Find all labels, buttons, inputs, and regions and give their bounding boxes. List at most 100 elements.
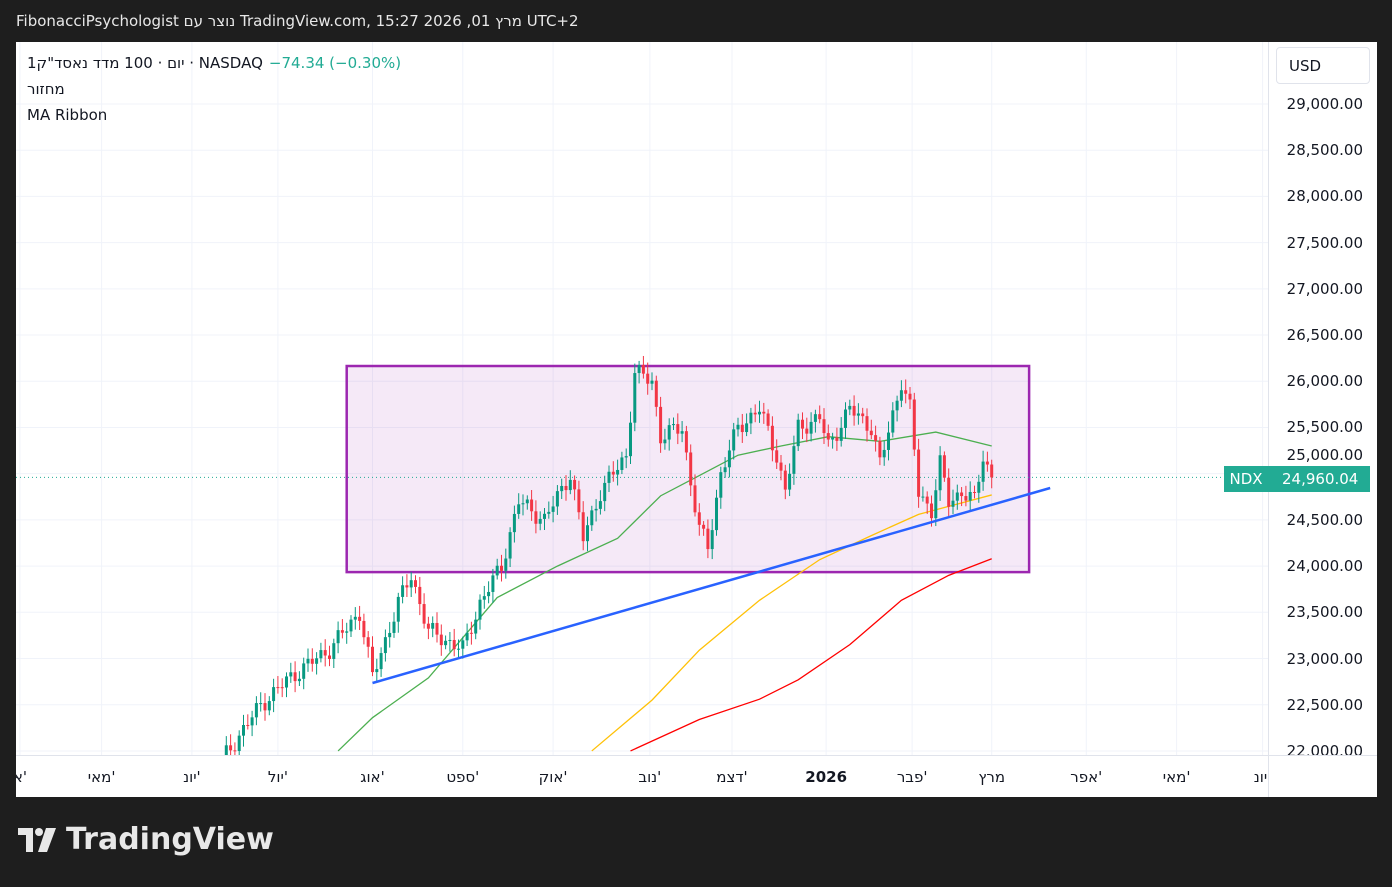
candle bbox=[930, 503, 933, 519]
candle bbox=[899, 390, 903, 401]
legend-volume[interactable]: מחזור bbox=[27, 80, 65, 98]
legend-symbol: 1יום · 100 מדד נאסד"ק · NASDAQ bbox=[27, 54, 263, 72]
candle bbox=[586, 525, 589, 542]
candle bbox=[237, 735, 241, 752]
candle bbox=[495, 565, 499, 576]
ticker-badge: NDX bbox=[1224, 466, 1268, 492]
candle bbox=[736, 424, 740, 430]
candle bbox=[680, 431, 684, 434]
candle bbox=[684, 431, 688, 453]
time-label: מאי' bbox=[87, 768, 116, 786]
logo-text: TradingView bbox=[66, 822, 274, 857]
candle bbox=[280, 687, 284, 689]
candle bbox=[676, 424, 680, 434]
candle bbox=[538, 518, 542, 524]
price-label: 24,500.00 bbox=[1286, 510, 1363, 529]
candle bbox=[981, 461, 985, 482]
legend-symbol-row[interactable]: 1יום · 100 מדד נאסד"ק · NASDAQ −74.34 (−0… bbox=[27, 54, 401, 72]
candle bbox=[379, 653, 383, 670]
candle bbox=[310, 658, 314, 664]
candle bbox=[229, 745, 233, 751]
candle bbox=[960, 492, 964, 497]
candle bbox=[543, 513, 546, 519]
price-label: 25,500.00 bbox=[1286, 418, 1363, 437]
candle bbox=[426, 623, 430, 629]
candle bbox=[478, 599, 482, 620]
candle bbox=[250, 717, 254, 726]
candle bbox=[715, 497, 718, 531]
candle bbox=[908, 393, 912, 400]
candle bbox=[293, 672, 297, 682]
candle bbox=[672, 424, 675, 426]
time-axis[interactable]: א' מאי' יונ' יול' אוג' ספט' אוק' נוב' דצמ' 2026 פב… bbox=[16, 755, 1268, 797]
candle bbox=[388, 632, 392, 638]
candle bbox=[392, 621, 396, 633]
candle bbox=[465, 632, 469, 641]
candle bbox=[564, 485, 568, 491]
candle bbox=[723, 467, 727, 473]
candle bbox=[525, 499, 529, 504]
candle bbox=[611, 471, 615, 475]
candle bbox=[242, 724, 245, 736]
candle bbox=[942, 455, 946, 478]
candle bbox=[719, 472, 723, 498]
candle bbox=[401, 585, 405, 597]
price-label: 22,500.00 bbox=[1286, 695, 1363, 714]
candle bbox=[788, 473, 792, 490]
price-label: 28,500.00 bbox=[1286, 141, 1363, 160]
price-label: 23,000.00 bbox=[1286, 649, 1363, 668]
candle bbox=[517, 504, 521, 514]
candle bbox=[366, 637, 370, 647]
candle bbox=[706, 528, 710, 550]
candle bbox=[224, 745, 228, 755]
candle bbox=[332, 643, 336, 659]
candle bbox=[439, 634, 443, 646]
time-label: ספט' bbox=[446, 768, 480, 786]
candle bbox=[775, 450, 779, 463]
candle bbox=[689, 452, 693, 486]
candle bbox=[568, 479, 572, 491]
candle bbox=[521, 503, 525, 505]
candle bbox=[882, 449, 886, 458]
candle bbox=[770, 425, 774, 451]
candle bbox=[947, 477, 951, 507]
candle bbox=[573, 479, 577, 490]
candle bbox=[444, 640, 448, 646]
time-label: פבר' bbox=[896, 768, 928, 786]
candle bbox=[818, 414, 822, 420]
candle bbox=[809, 421, 813, 434]
candle bbox=[246, 724, 250, 726]
candle bbox=[891, 410, 895, 433]
candle bbox=[848, 405, 852, 410]
time-label: יונ' bbox=[1253, 768, 1268, 786]
candle bbox=[362, 620, 366, 638]
candle bbox=[302, 663, 306, 679]
time-label: נוב' bbox=[638, 768, 662, 786]
candle bbox=[285, 676, 288, 688]
candle bbox=[396, 596, 400, 622]
last-price-badge: 24,960.04 bbox=[1268, 466, 1370, 492]
time-label: אפר' bbox=[1070, 768, 1103, 786]
candle bbox=[654, 380, 658, 407]
candle bbox=[650, 380, 654, 384]
legend-change: −74.34 (−0.30%) bbox=[268, 54, 402, 72]
candle bbox=[306, 658, 310, 664]
candle bbox=[272, 687, 276, 702]
candle bbox=[474, 619, 478, 634]
price-axis[interactable]: 29,000.00 28,500.00 28,000.00 27,500.00 27,0… bbox=[1268, 42, 1377, 760]
candle bbox=[693, 485, 697, 513]
tradingview-logo-icon bbox=[18, 827, 56, 852]
candle bbox=[409, 580, 413, 588]
candle bbox=[491, 575, 495, 592]
legend-ma-ribbon[interactable]: MA Ribbon bbox=[27, 106, 108, 124]
candle bbox=[856, 413, 860, 416]
candle bbox=[560, 485, 564, 492]
candle bbox=[732, 429, 736, 451]
candle bbox=[353, 616, 357, 620]
candle bbox=[822, 419, 826, 434]
candle bbox=[624, 456, 628, 458]
currency-button[interactable]: USD bbox=[1276, 47, 1370, 84]
candle bbox=[457, 648, 460, 650]
candle bbox=[405, 585, 409, 588]
chart-plot[interactable] bbox=[16, 42, 1268, 755]
